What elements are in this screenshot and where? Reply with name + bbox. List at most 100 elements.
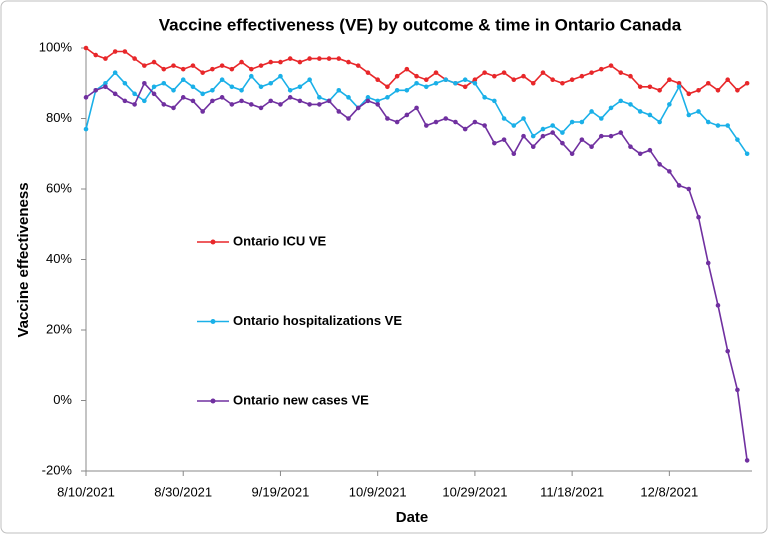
data-point xyxy=(686,186,692,192)
data-point xyxy=(122,49,128,54)
data-point xyxy=(200,70,205,75)
data-point xyxy=(598,66,604,72)
data-point xyxy=(715,303,721,308)
legend-label: Ontario hospitalizations VE xyxy=(233,313,402,328)
data-point xyxy=(744,151,750,157)
legend-marker xyxy=(210,239,216,245)
data-point xyxy=(521,133,526,139)
data-point xyxy=(725,77,730,83)
data-point xyxy=(637,109,643,114)
data-point xyxy=(132,56,137,61)
data-point xyxy=(608,63,614,68)
data-point xyxy=(550,130,555,135)
data-point xyxy=(317,56,322,61)
data-point xyxy=(482,123,487,128)
data-point xyxy=(307,102,312,107)
data-point xyxy=(112,70,118,75)
data-point xyxy=(530,133,536,139)
data-point xyxy=(112,49,118,54)
data-point xyxy=(560,80,565,86)
data-point xyxy=(229,102,235,107)
data-point xyxy=(705,119,711,125)
data-point xyxy=(83,126,89,132)
data-point xyxy=(569,151,575,157)
x-tick-label: 9/19/2021 xyxy=(252,484,310,499)
data-point xyxy=(472,119,478,125)
data-point xyxy=(443,77,449,83)
data-point xyxy=(317,95,322,100)
data-point xyxy=(93,52,99,58)
data-point xyxy=(735,88,740,93)
data-point xyxy=(278,73,283,79)
data-point xyxy=(598,116,604,121)
x-tick-label: 8/10/2021 xyxy=(57,484,115,499)
data-point xyxy=(579,137,585,142)
data-point xyxy=(229,84,235,90)
data-point xyxy=(657,88,662,93)
data-point xyxy=(190,98,196,104)
data-point xyxy=(521,73,526,79)
data-point xyxy=(180,95,186,100)
data-point xyxy=(696,214,701,220)
data-point xyxy=(229,66,235,72)
data-point xyxy=(608,133,614,139)
data-point xyxy=(540,133,546,139)
data-point xyxy=(336,56,342,61)
y-tick-label: 0% xyxy=(53,392,72,407)
data-point xyxy=(715,88,721,93)
data-point xyxy=(239,88,244,93)
data-point xyxy=(103,84,108,90)
data-point xyxy=(608,105,614,111)
data-point xyxy=(404,66,410,72)
data-point xyxy=(618,98,624,104)
data-point xyxy=(453,119,458,125)
y-axis-label: Vaccine effectiveness xyxy=(15,182,32,337)
data-point xyxy=(122,80,128,86)
data-point xyxy=(414,105,419,111)
data-point xyxy=(676,183,682,188)
data-point xyxy=(560,130,565,135)
data-point xyxy=(501,70,507,75)
data-point xyxy=(550,123,555,128)
data-point xyxy=(394,73,400,79)
data-point xyxy=(598,133,604,139)
data-point xyxy=(696,109,701,114)
data-point xyxy=(210,98,215,104)
data-point xyxy=(248,102,254,107)
data-point xyxy=(151,59,157,65)
data-point xyxy=(735,137,740,142)
data-point xyxy=(268,80,274,86)
data-point xyxy=(210,88,215,93)
data-point xyxy=(180,77,186,83)
data-point xyxy=(365,95,371,100)
data-point xyxy=(151,91,157,97)
data-point xyxy=(530,144,536,149)
data-point xyxy=(326,98,332,104)
data-point xyxy=(258,105,264,111)
y-tick-label: 100% xyxy=(39,39,73,54)
data-point xyxy=(317,102,322,107)
data-point xyxy=(394,88,400,93)
data-point xyxy=(297,98,303,104)
data-point xyxy=(365,98,371,104)
data-point xyxy=(628,102,633,107)
data-point xyxy=(180,66,186,72)
data-point xyxy=(375,77,380,83)
data-point xyxy=(210,66,215,72)
data-point xyxy=(705,80,711,86)
data-point xyxy=(705,260,711,266)
data-point xyxy=(132,102,137,107)
data-point xyxy=(83,45,89,51)
data-point xyxy=(307,77,312,83)
legend-label: Ontario ICU VE xyxy=(233,233,327,248)
data-point xyxy=(394,119,400,125)
data-point xyxy=(433,119,439,125)
x-tick-label: 11/18/2021 xyxy=(540,484,604,499)
data-point xyxy=(219,63,225,68)
data-point xyxy=(190,84,196,90)
data-point xyxy=(443,116,449,121)
data-point xyxy=(161,102,167,107)
data-point xyxy=(628,73,633,79)
data-point xyxy=(336,88,342,93)
